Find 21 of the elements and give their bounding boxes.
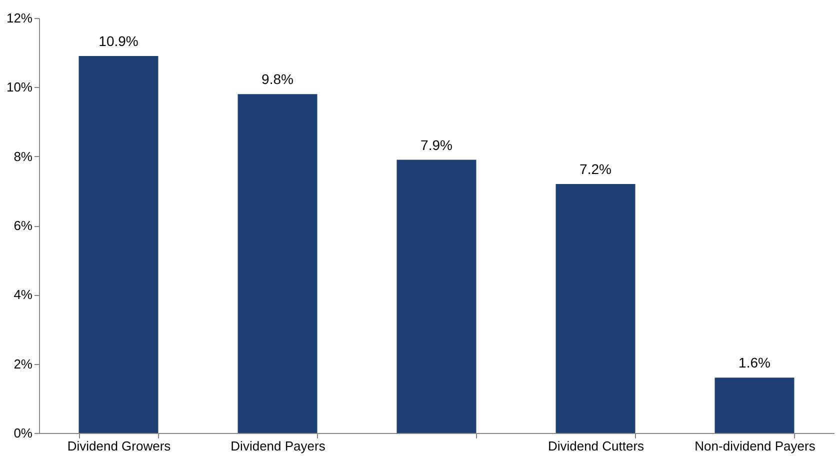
y-tick-label: 12% [6,10,33,26]
y-tick-label: 2% [14,356,33,372]
data-label: 10.9% [98,33,138,50]
y-tick-label: 8% [14,148,33,164]
y-tick-label: 6% [14,218,33,233]
bar [78,56,158,433]
data-label: 7.2% [580,161,612,177]
data-label: 1.6% [738,354,770,371]
x-tick-label: Non-dividend Payers [694,438,816,454]
y-tick-label: 0% [14,426,33,440]
bar [714,378,794,433]
y-tick-label: 4% [14,287,33,302]
data-label: 7.9% [420,136,452,153]
y-tick-label: 10% [6,80,33,95]
x-tick-label: Dividend Payers [230,438,326,454]
bar [556,184,636,433]
x-tick-label: Dividend Cutters [548,438,645,454]
bar [396,160,476,433]
x-tick-label: Dividend Growers [67,438,172,454]
data-label: 9.8% [262,71,294,88]
bar [238,94,318,433]
